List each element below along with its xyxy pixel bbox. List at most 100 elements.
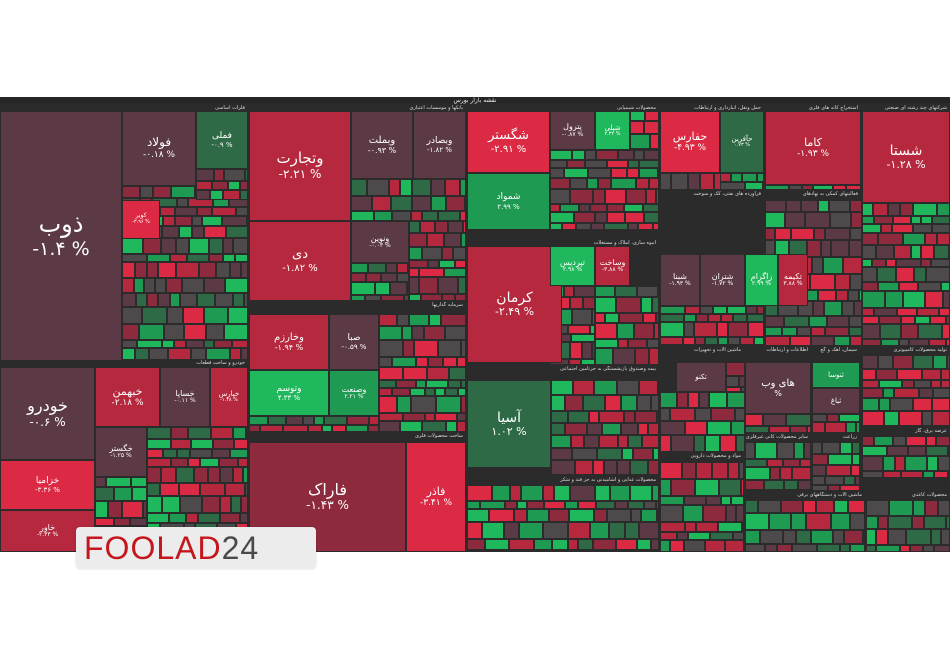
stock-cell[interactable]	[638, 423, 648, 435]
stock-cell[interactable]	[938, 456, 950, 471]
stock-cell[interactable]	[582, 342, 592, 359]
stock-cell[interactable]	[412, 196, 431, 211]
stock-cell[interactable]	[862, 398, 879, 411]
stock-cell[interactable]	[467, 501, 480, 509]
stock-cell[interactable]	[204, 226, 226, 238]
stock-cell[interactable]	[941, 282, 950, 291]
stock-cell[interactable]	[204, 307, 228, 324]
stock-cell[interactable]	[923, 471, 934, 478]
stock-cell[interactable]	[709, 392, 727, 408]
stock-cell[interactable]	[866, 500, 889, 516]
stock-cell[interactable]	[879, 380, 902, 388]
stock-cell[interactable]	[862, 203, 873, 216]
stock-cell[interactable]	[630, 134, 650, 149]
stock-cell[interactable]	[637, 286, 658, 297]
stock-cell[interactable]	[821, 240, 831, 257]
stock-cell[interactable]	[595, 348, 613, 365]
stock-cell[interactable]	[896, 267, 914, 282]
stock-cell[interactable]	[814, 228, 825, 240]
stock-cell[interactable]	[731, 496, 744, 505]
stock-cell[interactable]	[549, 509, 569, 522]
stock-cell[interactable]	[745, 544, 765, 552]
stock-cell[interactable]	[550, 160, 567, 168]
stock-cell[interactable]	[198, 513, 220, 523]
stock-cell[interactable]	[685, 306, 700, 314]
stock-cell[interactable]	[636, 178, 649, 189]
stock-cell[interactable]	[695, 479, 719, 496]
stock-cell[interactable]	[245, 483, 248, 496]
stock-cell[interactable]	[613, 348, 635, 365]
stock-cell[interactable]	[812, 465, 826, 476]
stock-cell[interactable]	[228, 181, 240, 190]
stock-cell[interactable]	[745, 467, 770, 480]
stock-cell[interactable]	[879, 398, 890, 411]
stock-cell[interactable]	[934, 245, 949, 259]
stock-cell[interactable]	[241, 348, 248, 360]
stock-cell[interactable]	[685, 421, 707, 435]
stock-cell[interactable]	[839, 414, 860, 422]
stock-cell[interactable]	[896, 259, 921, 267]
stock-cell[interactable]	[186, 340, 204, 348]
stock-cell[interactable]	[840, 485, 860, 491]
stock-cell[interactable]	[543, 522, 568, 539]
stock-cell[interactable]	[397, 273, 409, 282]
stock-cell[interactable]	[803, 500, 816, 513]
stock-cell[interactable]	[635, 411, 657, 423]
stock-cell[interactable]	[605, 395, 621, 411]
stock-cell[interactable]	[230, 348, 241, 360]
stock-cell[interactable]	[192, 216, 202, 226]
stock-cell[interactable]	[228, 307, 248, 324]
stock-cell[interactable]	[763, 414, 786, 426]
stock-cell[interactable]	[862, 245, 876, 259]
stock-cell[interactable]	[757, 306, 764, 314]
stock-cell[interactable]	[442, 247, 453, 260]
stock-cell[interactable]	[375, 282, 390, 295]
stock-cell[interactable]	[238, 458, 248, 467]
stock-cell[interactable]	[736, 505, 744, 522]
stock-cell[interactable]	[607, 204, 624, 212]
stock-cell[interactable]	[240, 190, 248, 200]
stock-cell[interactable]	[707, 421, 731, 435]
stock-cell[interactable]	[790, 426, 807, 433]
stock-cell[interactable]	[534, 539, 552, 550]
stock-cell[interactable]	[914, 267, 926, 282]
stock-cell[interactable]	[568, 522, 590, 539]
stock-cell[interactable]	[713, 306, 727, 314]
stock-cell[interactable]	[412, 326, 424, 340]
stock-cell[interactable]	[777, 544, 792, 552]
stock-cell[interactable]	[438, 277, 458, 294]
stock-cell[interactable]	[660, 314, 684, 322]
stock-cell[interactable]	[482, 522, 504, 539]
stock-cell[interactable]	[913, 203, 937, 216]
stock-cell[interactable]	[639, 160, 659, 168]
stock-cell[interactable]	[593, 460, 604, 475]
stock-cell[interactable]	[639, 168, 658, 178]
stock-cell[interactable]	[688, 532, 710, 540]
stock-cell[interactable]	[166, 278, 182, 293]
stock-cell[interactable]	[769, 513, 791, 530]
stock-cell[interactable]	[186, 513, 198, 523]
stock-cell[interactable]	[683, 337, 695, 345]
stock-cell[interactable]	[571, 334, 595, 342]
stock-cell[interactable]	[144, 278, 155, 293]
stock-cell[interactable]	[888, 203, 900, 216]
stock-cell[interactable]	[660, 337, 683, 345]
stock-cell[interactable]	[849, 316, 862, 327]
stock-cell[interactable]	[139, 324, 164, 340]
stock-cell[interactable]	[825, 327, 849, 336]
stock-cell[interactable]	[416, 380, 426, 388]
stock-cell[interactable]	[441, 314, 466, 326]
stock-cell[interactable]	[862, 355, 878, 369]
stock-tile[interactable]: آسیا ۱.۰۲ %	[467, 380, 551, 468]
stock-cell[interactable]	[831, 513, 850, 530]
stock-cell[interactable]	[208, 467, 220, 483]
stock-cell[interactable]	[758, 500, 781, 513]
stock-cell[interactable]	[850, 544, 865, 552]
stock-cell[interactable]	[392, 357, 416, 367]
stock-cell[interactable]	[332, 425, 346, 432]
stock-cell[interactable]	[457, 357, 466, 367]
stock-cell[interactable]	[852, 442, 860, 454]
stock-cell[interactable]	[848, 500, 865, 513]
stock-cell[interactable]	[191, 439, 213, 449]
stock-cell[interactable]	[877, 267, 896, 282]
